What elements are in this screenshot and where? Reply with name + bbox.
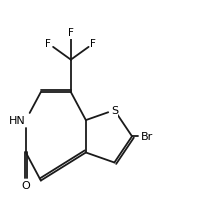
Text: O: O: [21, 181, 30, 191]
Text: Br: Br: [140, 132, 152, 142]
Text: F: F: [90, 39, 96, 49]
Text: S: S: [110, 106, 117, 116]
Text: F: F: [45, 39, 51, 49]
Text: F: F: [68, 28, 73, 38]
Text: HN: HN: [9, 116, 26, 126]
